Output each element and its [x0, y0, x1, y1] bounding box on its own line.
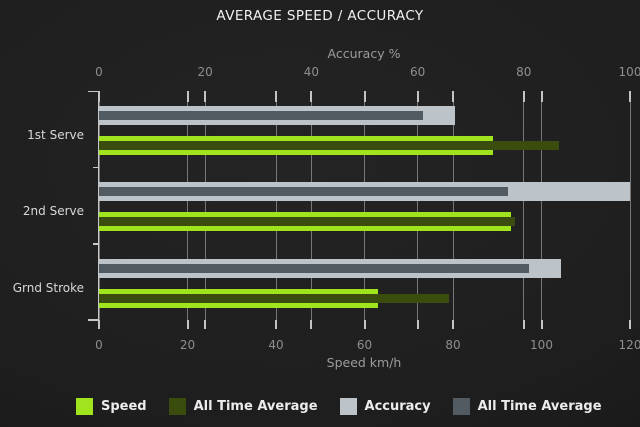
top-tick-label: 40: [303, 65, 320, 79]
gridline: [364, 91, 365, 320]
legend-label: Speed: [101, 399, 147, 414]
bottom-tick-label: 40: [268, 338, 284, 352]
gridline: [541, 91, 542, 320]
gridline: [204, 91, 206, 320]
bottom-axis-tick: [416, 320, 419, 329]
bottom-axis-tick: [186, 320, 189, 329]
legend-swatch: [339, 398, 357, 415]
bottom-tick-label: 60: [356, 338, 373, 352]
top-axis-tick: [275, 91, 277, 102]
bottom-axis-tick: [98, 320, 100, 329]
gridline: [98, 91, 100, 320]
top-tick-label: 0: [95, 65, 103, 79]
bottom-axis-tick: [452, 320, 454, 329]
category-label: 2nd Serve: [22, 204, 84, 219]
y-axis-tick: [93, 243, 99, 245]
gridline: [187, 91, 188, 320]
top-axis-tick: [204, 91, 207, 102]
y-axis-top-cap: [88, 90, 99, 92]
top-tick-label: 100: [618, 65, 640, 79]
bottom-tick-label: 100: [530, 338, 553, 352]
top-axis-tick: [452, 91, 454, 102]
legend-swatch: [76, 398, 93, 415]
bar-accuracy-all-time-avg: [99, 263, 530, 273]
y-axis-line: [97, 91, 99, 320]
category-label: 1st Serve: [27, 128, 84, 142]
top-axis-tick: [98, 91, 100, 102]
bottom-axis-tick: [275, 320, 277, 329]
top-axis-tick: [186, 91, 189, 102]
bottom-axis-tick: [629, 320, 631, 329]
bottom-axis-tick: [522, 320, 525, 329]
top-axis-tick: [540, 91, 543, 102]
bottom-tick-label: 80: [445, 338, 461, 352]
legend-item-accuracy: Accuracy: [339, 398, 431, 415]
bottom-axis-tick: [540, 320, 543, 329]
bottom-axis-tick: [310, 320, 313, 329]
legend-item-all-time-average: All Time Average: [452, 398, 602, 415]
chart-title: AVERAGE SPEED / ACCURACY: [216, 8, 424, 24]
bar-speed-all-time-avg: [99, 293, 449, 303]
gridline: [310, 91, 312, 320]
gridline: [629, 91, 631, 320]
top-tick-label: 60: [409, 65, 426, 79]
category-label: Grnd Stroke: [12, 280, 84, 295]
top-axis-tick: [522, 91, 525, 102]
bottom-axis-tick: [363, 320, 366, 329]
bar-accuracy-all-time-avg: [99, 187, 508, 197]
top-axis-tick: [363, 91, 366, 102]
bottom-axis-title: Speed km/h: [326, 355, 402, 370]
legend-swatch: [168, 398, 186, 415]
y-axis-bottom-cap: [88, 319, 99, 321]
y-axis-tick: [93, 166, 99, 169]
top-tick-label: 20: [197, 65, 213, 79]
top-axis-tick: [416, 91, 419, 102]
legend: Speed All Time Average Accuracy All Time Av…: [76, 398, 602, 415]
bottom-tick-label: 0: [95, 338, 103, 352]
top-tick-label: 80: [516, 65, 532, 79]
bar-speed-all-time-avg: [99, 217, 515, 227]
legend-label: All Time Average: [193, 399, 318, 414]
legend-swatch: [452, 398, 470, 415]
bottom-axis-tick: [204, 320, 207, 329]
bar-accuracy-all-time-avg: [99, 111, 423, 120]
gridline: [275, 91, 277, 320]
legend-label: Accuracy: [364, 399, 431, 414]
gridline: [523, 91, 525, 320]
legend-item-all-time-average: All Time Average: [168, 398, 318, 415]
bottom-tick-label: 120: [618, 338, 640, 352]
legend-label: All Time Average: [477, 399, 602, 414]
bottom-tick-label: 20: [179, 338, 196, 352]
legend-item-speed: Speed: [76, 398, 147, 415]
top-axis-title: Accuracy %: [327, 46, 401, 61]
gridline: [417, 91, 419, 320]
top-axis-tick: [310, 91, 313, 102]
bar-speed-all-time-avg: [99, 141, 560, 150]
gridline: [452, 91, 454, 320]
top-axis-tick: [629, 91, 631, 102]
